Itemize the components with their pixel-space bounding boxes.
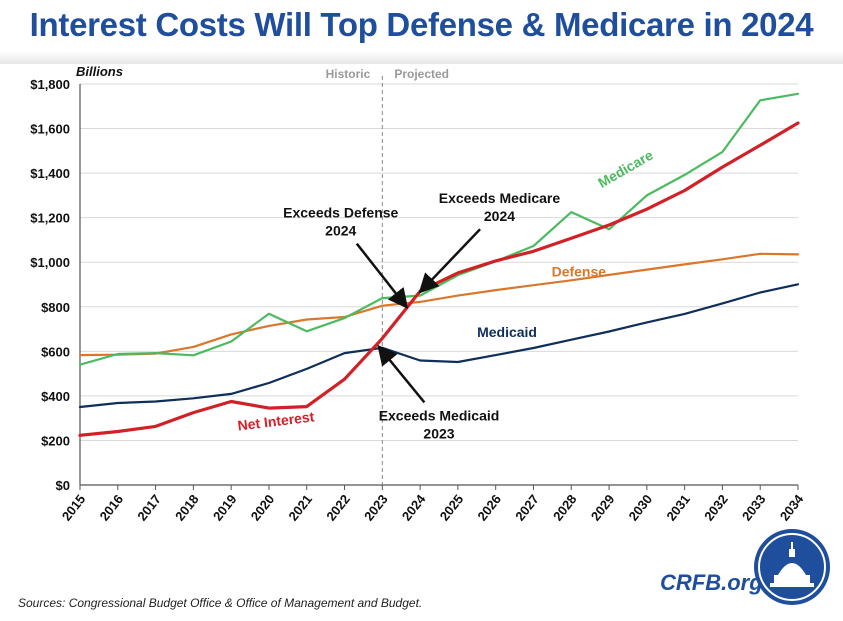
divider-right-label: Projected (394, 67, 449, 81)
annotation-line: 2024 (484, 208, 515, 224)
annotation-text: Exceeds Medicaid 2023 (379, 407, 500, 441)
x-tick-label: 2021 (285, 492, 315, 524)
annotation-line: Exceeds Medicare (439, 190, 561, 206)
x-tick-label: 2015 (59, 492, 89, 524)
x-tick-label: 2031 (663, 492, 693, 524)
series-lines (78, 92, 800, 437)
series-line-medicaid (78, 283, 800, 409)
y-tick-label: $1,800 (30, 77, 70, 92)
grid (80, 83, 798, 486)
page-title: Interest Costs Will Top Defense & Medica… (29, 6, 814, 43)
x-tick-label: 2020 (248, 492, 278, 524)
x-tick-label: 2032 (701, 492, 731, 524)
divider-left-label: Historic (326, 67, 371, 81)
annotation-text: Exceeds Defense 2024 (283, 205, 398, 239)
line-chart: $0 $200 $400 $600 $800 $1,000 $1,200 $1,400 $1,6… (30, 64, 807, 524)
x-tick-label: 2025 (437, 492, 467, 524)
brand-link[interactable]: CRFB.org (660, 570, 763, 595)
y-tick-label: $1,200 (30, 211, 70, 226)
y-axis-label: Billions (76, 64, 123, 79)
y-tick-label: $1,600 (30, 122, 70, 137)
annotation-line: 2023 (423, 425, 454, 441)
x-tick-label: 2017 (134, 492, 164, 524)
crfb-seal-icon (754, 529, 830, 605)
series-label: Net Interest (237, 408, 316, 433)
series-line-defense (78, 252, 800, 357)
x-tick-label: 2022 (323, 492, 353, 524)
y-tick-label: $400 (41, 389, 70, 404)
series-label: Medicaid (477, 324, 537, 340)
historic-projected-divider: Historic Projected (326, 67, 449, 485)
y-tick-label: $600 (41, 344, 70, 359)
x-tick-label: 2029 (588, 492, 618, 524)
y-axis: $0 $200 $400 $600 $800 $1,000 $1,200 $1,400 $1,6… (30, 64, 123, 493)
title-bar: Interest Costs Will Top Defense & Medica… (0, 0, 843, 64)
sources-note: Sources: Congressional Budget Office & O… (18, 596, 423, 610)
annotation-line: Exceeds Medicaid (379, 407, 500, 423)
series-label: Defense (552, 264, 607, 280)
x-tick-label: 2026 (474, 492, 504, 524)
annotation-text: Exceeds Medicare 2024 (439, 190, 561, 224)
y-tick-label: $200 (41, 433, 70, 448)
x-tick-label: 2034 (777, 491, 807, 524)
annotation-line: Exceeds Defense (283, 205, 398, 221)
x-tick-label: 2033 (739, 492, 769, 524)
x-axis: 2015 2016 2017 2018 2019 2020 2021 2022 2023 2024… (59, 485, 807, 524)
x-tick-label: 2018 (172, 492, 202, 524)
series-line-medicare (78, 92, 800, 366)
series-label: Medicare (595, 147, 656, 191)
annotation-line: 2024 (325, 223, 356, 239)
series-line-net-interest (78, 121, 800, 437)
annotation-arrow (377, 344, 426, 404)
x-tick-label: 2027 (512, 492, 542, 524)
y-tick-label: $1,000 (30, 255, 70, 270)
y-tick-label: $0 (56, 478, 70, 493)
x-tick-label: 2030 (626, 492, 656, 524)
x-tick-label: 2028 (550, 492, 580, 524)
x-tick-label: 2024 (399, 491, 429, 524)
x-tick-label: 2016 (97, 492, 127, 524)
annotation-arrow (418, 228, 482, 294)
annotation-arrow (355, 242, 409, 309)
y-tick-label: $1,400 (30, 166, 70, 181)
x-tick-label: 2023 (361, 492, 391, 524)
y-tick-label: $800 (41, 300, 70, 315)
x-tick-label: 2019 (210, 492, 240, 524)
